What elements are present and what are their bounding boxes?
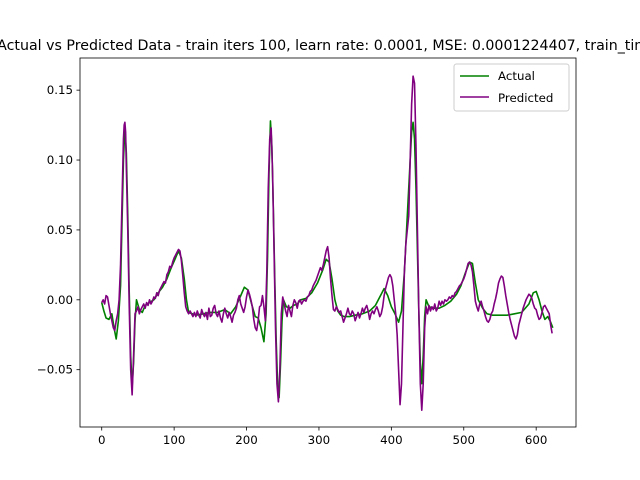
x-tick-label: 200: [235, 433, 258, 447]
y-tick-label: 0.15: [47, 83, 73, 97]
x-tick-label: 600: [525, 433, 548, 447]
series-line-predicted: [101, 75, 553, 412]
y-tick-label: 0.05: [47, 223, 73, 237]
y-axis-ticks: −0.05 0.00 0.05 0.10 0.15: [37, 83, 80, 377]
plot-frame: [79, 57, 577, 428]
chart-title: Actual vs Predicted Data - train iters 1…: [0, 38, 640, 54]
x-axis-ticks: 0 100 200 300 400 500 600: [98, 427, 547, 447]
legend-label-actual: Actual: [498, 69, 535, 83]
legend: Actual Predicted: [453, 63, 570, 112]
x-tick-label: 500: [453, 433, 476, 447]
x-tick-label: 300: [308, 433, 331, 447]
series-layer: [100, 75, 554, 412]
x-tick-label: 100: [163, 433, 186, 447]
x-tick-label: 0: [98, 433, 106, 447]
y-tick-label: 0.10: [47, 153, 73, 167]
x-tick-label: 400: [380, 433, 403, 447]
legend-label-predicted: Predicted: [498, 91, 553, 105]
y-tick-label: 0.00: [47, 293, 73, 307]
y-tick-label: −0.05: [37, 363, 73, 377]
